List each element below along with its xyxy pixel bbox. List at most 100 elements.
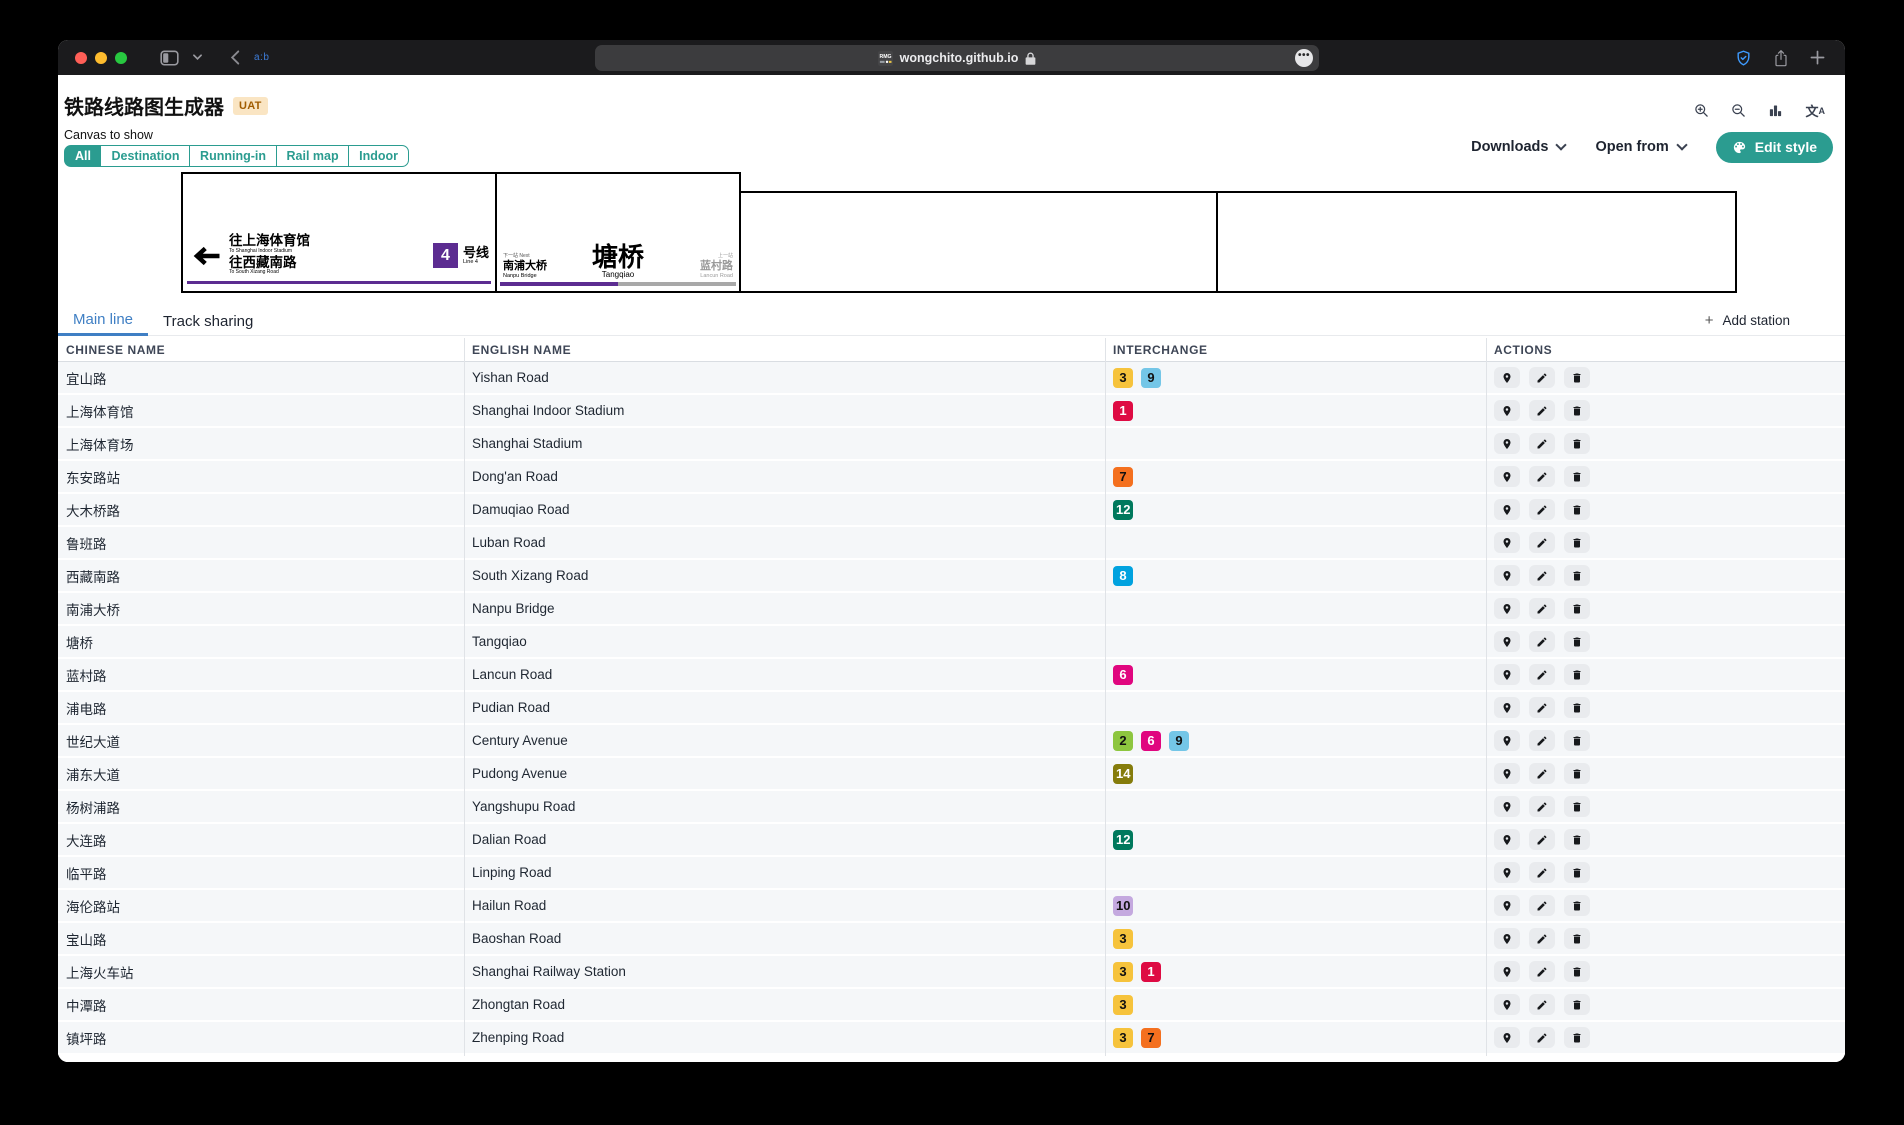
locate-station-button[interactable] xyxy=(1494,433,1520,454)
edit-station-button[interactable] xyxy=(1529,763,1555,784)
locate-station-button[interactable] xyxy=(1494,664,1520,685)
edit-station-button[interactable] xyxy=(1529,400,1555,421)
locate-station-button[interactable] xyxy=(1494,961,1520,982)
delete-station-button[interactable] xyxy=(1564,796,1590,817)
downloads-menu-button[interactable]: Downloads xyxy=(1471,139,1568,155)
running-in-canvas[interactable]: 下一站 Next 南浦大桥 Nanpu Bridge 塘桥 Tangqiao 上… xyxy=(495,172,741,293)
zoom-out-icon[interactable] xyxy=(1731,103,1746,118)
edit-station-button[interactable] xyxy=(1529,1027,1555,1048)
delete-station-button[interactable] xyxy=(1564,862,1590,883)
locate-station-button[interactable] xyxy=(1494,631,1520,652)
tab-hint-text[interactable]: a:b xyxy=(254,52,270,63)
delete-station-button[interactable] xyxy=(1564,499,1590,520)
edit-station-button[interactable] xyxy=(1529,862,1555,883)
delete-station-button[interactable] xyxy=(1564,928,1590,949)
close-window-button[interactable] xyxy=(75,51,87,64)
edit-style-button[interactable]: Edit style xyxy=(1715,131,1833,163)
delete-station-button[interactable] xyxy=(1564,730,1590,751)
locate-station-button[interactable] xyxy=(1494,796,1520,817)
canvas-filter-rail-map[interactable]: Rail map xyxy=(275,145,350,167)
edit-station-button[interactable] xyxy=(1529,994,1555,1015)
locate-station-button[interactable] xyxy=(1494,565,1520,586)
locate-station-button[interactable] xyxy=(1494,928,1520,949)
edit-station-button[interactable] xyxy=(1529,433,1555,454)
shield-privacy-icon[interactable] xyxy=(1735,49,1752,67)
delete-station-button[interactable] xyxy=(1564,532,1590,553)
address-bar[interactable]: RMG wongchito.github.io ••• xyxy=(595,45,1319,71)
statistics-chart-icon[interactable] xyxy=(1768,103,1783,118)
locate-station-button[interactable] xyxy=(1494,598,1520,619)
edit-station-button[interactable] xyxy=(1529,565,1555,586)
zoom-window-button[interactable] xyxy=(115,51,127,64)
trash-icon xyxy=(1571,405,1583,417)
delete-station-button[interactable] xyxy=(1564,631,1590,652)
table-row: 世纪大道 Century Avenue 2 6 9 xyxy=(58,725,1845,758)
edit-station-button[interactable] xyxy=(1529,499,1555,520)
new-tab-plus-icon[interactable] xyxy=(1810,50,1825,65)
row-actions xyxy=(1486,730,1845,751)
tab-main-line[interactable]: Main line xyxy=(58,306,149,336)
share-icon[interactable] xyxy=(1773,49,1789,67)
line-badge-9: 9 xyxy=(1141,367,1161,388)
delete-station-button[interactable] xyxy=(1564,961,1590,982)
locate-station-button[interactable] xyxy=(1494,367,1520,388)
edit-station-button[interactable] xyxy=(1529,730,1555,751)
page-actions-ellipsis-icon[interactable]: ••• xyxy=(1295,49,1313,67)
delete-station-button[interactable] xyxy=(1564,598,1590,619)
edit-station-button[interactable] xyxy=(1529,697,1555,718)
delete-station-button[interactable] xyxy=(1564,895,1590,916)
delete-station-button[interactable] xyxy=(1564,466,1590,487)
delete-station-button[interactable] xyxy=(1564,367,1590,388)
delete-station-button[interactable] xyxy=(1564,1027,1590,1048)
tab-track-sharing[interactable]: Track sharing xyxy=(163,312,254,330)
locate-station-button[interactable] xyxy=(1494,829,1520,850)
railmap-canvas[interactable] xyxy=(739,191,1218,293)
sidebar-chevron-down-icon[interactable] xyxy=(193,54,202,61)
canvas-filter-destination[interactable]: Destination xyxy=(100,145,191,167)
edit-station-button[interactable] xyxy=(1529,598,1555,619)
delete-station-button[interactable] xyxy=(1564,763,1590,784)
delete-station-button[interactable] xyxy=(1564,433,1590,454)
locate-station-button[interactable] xyxy=(1494,532,1520,553)
add-station-button[interactable]: + Add station xyxy=(1704,312,1790,329)
delete-station-button[interactable] xyxy=(1564,400,1590,421)
minimize-window-button[interactable] xyxy=(95,51,107,64)
edit-station-button[interactable] xyxy=(1529,532,1555,553)
locate-station-button[interactable] xyxy=(1494,466,1520,487)
edit-station-button[interactable] xyxy=(1529,664,1555,685)
canvas-filter-indoor[interactable]: Indoor xyxy=(348,145,409,167)
station-english-name: Pudian Road xyxy=(472,700,551,715)
canvas-filter-running-in[interactable]: Running-in xyxy=(189,145,277,167)
delete-station-button[interactable] xyxy=(1564,829,1590,850)
locate-station-button[interactable] xyxy=(1494,499,1520,520)
edit-station-button[interactable] xyxy=(1529,829,1555,850)
delete-station-button[interactable] xyxy=(1564,664,1590,685)
zoom-in-icon[interactable] xyxy=(1694,103,1709,118)
locate-station-button[interactable] xyxy=(1494,1027,1520,1048)
back-button-icon[interactable] xyxy=(230,50,240,65)
locate-station-button[interactable] xyxy=(1494,697,1520,718)
locate-station-button[interactable] xyxy=(1494,994,1520,1015)
edit-station-button[interactable] xyxy=(1529,631,1555,652)
locate-station-button[interactable] xyxy=(1494,730,1520,751)
edit-station-button[interactable] xyxy=(1529,367,1555,388)
locate-station-button[interactable] xyxy=(1494,400,1520,421)
canvas-filter-all[interactable]: All xyxy=(64,145,102,167)
edit-station-button[interactable] xyxy=(1529,928,1555,949)
destination-canvas[interactable]: 往上海体育馆 To Shanghai Indoor Stadium 往西藏南路 … xyxy=(181,172,497,293)
trash-icon xyxy=(1571,834,1583,846)
open-from-menu-button[interactable]: Open from xyxy=(1595,139,1688,155)
delete-station-button[interactable] xyxy=(1564,994,1590,1015)
edit-station-button[interactable] xyxy=(1529,796,1555,817)
edit-station-button[interactable] xyxy=(1529,895,1555,916)
locate-station-button[interactable] xyxy=(1494,763,1520,784)
sidebar-toggle-icon[interactable] xyxy=(160,49,179,66)
locate-station-button[interactable] xyxy=(1494,862,1520,883)
locate-station-button[interactable] xyxy=(1494,895,1520,916)
delete-station-button[interactable] xyxy=(1564,697,1590,718)
edit-station-button[interactable] xyxy=(1529,466,1555,487)
indoor-canvas[interactable] xyxy=(1216,191,1737,293)
edit-station-button[interactable] xyxy=(1529,961,1555,982)
delete-station-button[interactable] xyxy=(1564,565,1590,586)
